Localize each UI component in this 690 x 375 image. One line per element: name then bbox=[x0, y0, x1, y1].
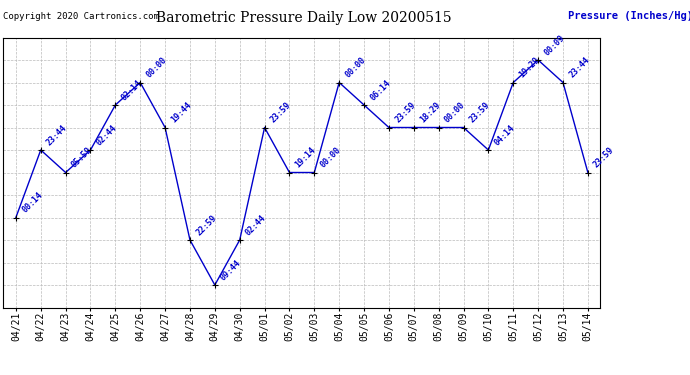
Text: 00:14: 00:14 bbox=[20, 190, 44, 215]
Text: Barometric Pressure Daily Low 20200515: Barometric Pressure Daily Low 20200515 bbox=[156, 11, 451, 25]
Text: 23:59: 23:59 bbox=[468, 100, 492, 125]
Text: 23:59: 23:59 bbox=[592, 146, 616, 170]
Text: 19:29: 19:29 bbox=[518, 56, 542, 80]
Text: 04:14: 04:14 bbox=[493, 123, 517, 147]
Text: 22:59: 22:59 bbox=[194, 213, 218, 237]
Text: 23:44: 23:44 bbox=[567, 56, 591, 80]
Text: 23:59: 23:59 bbox=[268, 100, 293, 125]
Text: 00:09: 00:09 bbox=[542, 33, 566, 57]
Text: 00:00: 00:00 bbox=[319, 146, 342, 170]
Text: 02:14: 02:14 bbox=[119, 78, 144, 102]
Text: 23:44: 23:44 bbox=[45, 123, 69, 147]
Text: 00:00: 00:00 bbox=[144, 56, 168, 80]
Text: Copyright 2020 Cartronics.com: Copyright 2020 Cartronics.com bbox=[3, 12, 159, 21]
Text: Pressure (Inches/Hg): Pressure (Inches/Hg) bbox=[568, 11, 690, 21]
Text: 06:14: 06:14 bbox=[368, 78, 392, 102]
Text: 05:59: 05:59 bbox=[70, 146, 94, 170]
Text: 18:29: 18:29 bbox=[418, 100, 442, 125]
Text: 02:44: 02:44 bbox=[244, 213, 268, 237]
Text: 02:44: 02:44 bbox=[95, 123, 119, 147]
Text: 23:59: 23:59 bbox=[393, 100, 417, 125]
Text: 09:44: 09:44 bbox=[219, 258, 243, 282]
Text: 00:00: 00:00 bbox=[344, 56, 367, 80]
Text: 00:00: 00:00 bbox=[443, 100, 467, 125]
Text: 19:14: 19:14 bbox=[294, 146, 317, 170]
Text: 19:44: 19:44 bbox=[169, 100, 193, 125]
